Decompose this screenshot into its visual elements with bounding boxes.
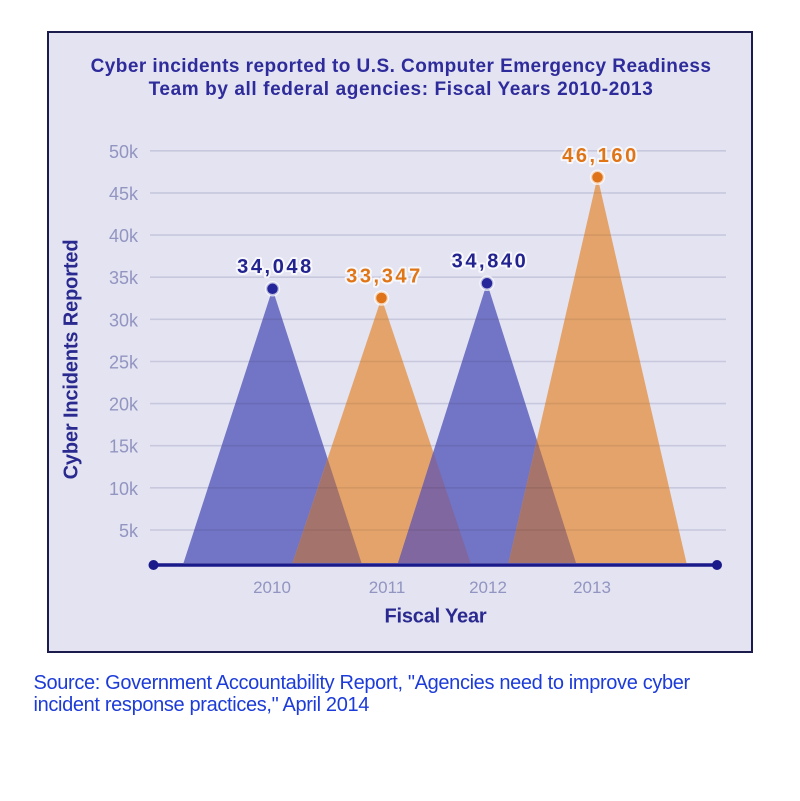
svg-text:40k: 40k [109, 226, 139, 246]
svg-text:46,160: 46,160 [562, 145, 639, 167]
svg-text:30k: 30k [109, 310, 139, 330]
svg-text:10k: 10k [109, 479, 139, 499]
svg-text:2012: 2012 [469, 578, 507, 597]
svg-text:34,840: 34,840 [452, 251, 529, 273]
svg-text:33,347: 33,347 [346, 266, 423, 288]
svg-text:15k: 15k [109, 437, 139, 457]
svg-text:5k: 5k [119, 521, 139, 541]
svg-text:2010: 2010 [253, 578, 291, 597]
svg-text:2013: 2013 [573, 578, 611, 597]
svg-text:35k: 35k [109, 268, 139, 288]
svg-text:Fiscal Year: Fiscal Year [385, 606, 487, 628]
svg-text:45k: 45k [109, 184, 139, 204]
svg-text:2011: 2011 [369, 578, 406, 597]
svg-text:50k: 50k [109, 142, 139, 162]
svg-text:20k: 20k [109, 395, 139, 415]
svg-text:Cyber Incidents Reported: Cyber Incidents Reported [61, 240, 83, 480]
svg-text:25k: 25k [109, 353, 139, 373]
svg-text:34,048: 34,048 [237, 256, 314, 278]
